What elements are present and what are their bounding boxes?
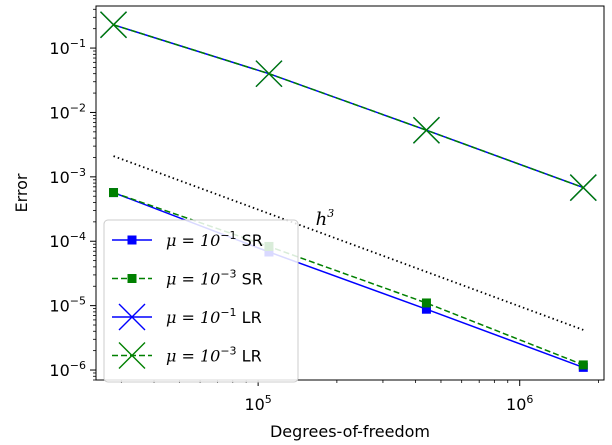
x-tick-label: 105	[244, 393, 271, 414]
tick-base: 10	[49, 232, 69, 251]
data-point-marker	[118, 342, 146, 369]
x-axis-label: Degrees-of-freedom	[270, 422, 430, 441]
data-point-marker	[118, 303, 146, 331]
data-point-marker	[127, 274, 137, 283]
legend-box	[103, 219, 299, 383]
legend-label-exponent: −3	[220, 268, 236, 281]
tick-exponent: −4	[70, 230, 86, 243]
tick-base: 10	[49, 39, 69, 58]
data-point-marker	[421, 298, 431, 308]
tick-exponent: 5	[265, 393, 272, 406]
y-axis-label: Error	[12, 173, 31, 212]
y-ticks: 10−110−210−310−410−510−6	[49, 8, 96, 381]
tick-exponent: 6	[526, 393, 533, 406]
legend-label-exponent: −3	[220, 345, 236, 358]
legend-entry-4: μ = 10−3 LR	[112, 342, 262, 369]
y-tick-label: 10−6	[49, 359, 86, 380]
series-layer	[100, 11, 597, 372]
legend-entry-3: μ = 10−1 LR	[112, 303, 262, 331]
legend-label-prefix: μ = 10	[166, 347, 220, 366]
x-tick-label: 106	[506, 393, 533, 414]
y-tick-label: 10−5	[49, 295, 86, 316]
data-point-marker	[255, 60, 283, 88]
plot-frame	[95, 5, 605, 381]
tick-exponent: −3	[70, 166, 86, 179]
legend-label-suffix: LR	[237, 347, 262, 366]
y-tick-label: 10−3	[49, 166, 86, 187]
reference-label-base: h	[316, 209, 328, 230]
legend: μ = 10−1 SRμ = 10−3 SRμ = 10−1 LRμ = 10−…	[103, 219, 299, 383]
data-point-marker	[127, 235, 137, 245]
tick-base: 10	[49, 297, 69, 316]
legend-label-prefix: μ = 10	[166, 231, 220, 250]
reference-label-exponent: 3	[327, 207, 334, 220]
tick-base: 10	[244, 395, 264, 414]
tick-exponent: −5	[70, 295, 86, 308]
tick-base: 10	[506, 395, 526, 414]
tick-base: 10	[49, 361, 69, 380]
legend-label-prefix: μ = 10	[166, 270, 220, 289]
legend-label-exponent: −1	[220, 306, 236, 319]
legend-label-suffix: LR	[237, 308, 262, 327]
legend-label: μ = 10−1 LR	[166, 306, 262, 327]
y-tick-label: 10−2	[49, 101, 86, 122]
tick-base: 10	[49, 103, 69, 122]
y-tick-label: 10−4	[49, 230, 86, 251]
y-tick-label: 10−1	[49, 37, 86, 58]
series-3	[100, 11, 597, 202]
tick-exponent: −6	[70, 359, 86, 372]
data-point-marker	[100, 11, 128, 39]
series-line	[113, 24, 584, 189]
reference-layer: h3	[113, 155, 584, 331]
tick-exponent: −2	[70, 101, 86, 114]
legend-label-exponent: −1	[220, 229, 236, 242]
legend-label: μ = 10−3 SR	[166, 268, 263, 289]
legend-label-prefix: μ = 10	[166, 308, 220, 327]
data-point-marker	[109, 188, 119, 198]
reference-line-label: h3	[316, 207, 335, 230]
x-ticks: 105 106	[120, 380, 599, 414]
series-4	[100, 11, 597, 202]
data-point-marker	[412, 116, 440, 144]
tick-exponent: −1	[70, 37, 86, 50]
data-point-marker	[569, 174, 597, 202]
data-point-marker	[578, 360, 588, 370]
legend-entry-1: μ = 10−1 SR	[112, 229, 263, 250]
legend-entry-2: μ = 10−3 SR	[112, 268, 263, 289]
legend-label-suffix: SR	[237, 270, 263, 289]
series-line	[113, 24, 584, 189]
legend-label-suffix: SR	[237, 231, 263, 250]
tick-base: 10	[49, 168, 69, 187]
legend-label: μ = 10−1 SR	[166, 229, 263, 250]
legend-label: μ = 10−3 LR	[166, 345, 262, 366]
